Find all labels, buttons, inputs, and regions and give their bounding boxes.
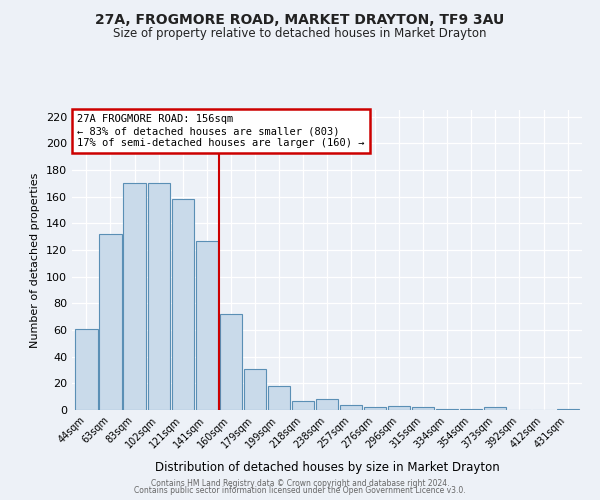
Bar: [196, 240, 218, 410]
Bar: [364, 408, 386, 410]
Bar: [292, 400, 314, 410]
Y-axis label: Number of detached properties: Number of detached properties: [31, 172, 40, 348]
Bar: [340, 404, 362, 410]
Bar: [484, 408, 506, 410]
Bar: [268, 386, 290, 410]
Bar: [388, 406, 410, 410]
Bar: [412, 408, 434, 410]
Bar: [316, 400, 338, 410]
Bar: [100, 234, 122, 410]
Bar: [76, 328, 98, 410]
Bar: [148, 184, 170, 410]
Bar: [244, 368, 266, 410]
Bar: [172, 200, 194, 410]
Text: 27A FROGMORE ROAD: 156sqm
← 83% of detached houses are smaller (803)
17% of semi: 27A FROGMORE ROAD: 156sqm ← 83% of detac…: [77, 114, 365, 148]
Text: 27A, FROGMORE ROAD, MARKET DRAYTON, TF9 3AU: 27A, FROGMORE ROAD, MARKET DRAYTON, TF9 …: [95, 12, 505, 26]
Text: Contains public sector information licensed under the Open Government Licence v3: Contains public sector information licen…: [134, 486, 466, 495]
Bar: [460, 408, 482, 410]
Bar: [220, 314, 242, 410]
X-axis label: Distribution of detached houses by size in Market Drayton: Distribution of detached houses by size …: [155, 461, 499, 474]
Bar: [557, 408, 578, 410]
Text: Contains HM Land Registry data © Crown copyright and database right 2024.: Contains HM Land Registry data © Crown c…: [151, 478, 449, 488]
Text: Size of property relative to detached houses in Market Drayton: Size of property relative to detached ho…: [113, 28, 487, 40]
Bar: [436, 408, 458, 410]
Bar: [124, 184, 146, 410]
